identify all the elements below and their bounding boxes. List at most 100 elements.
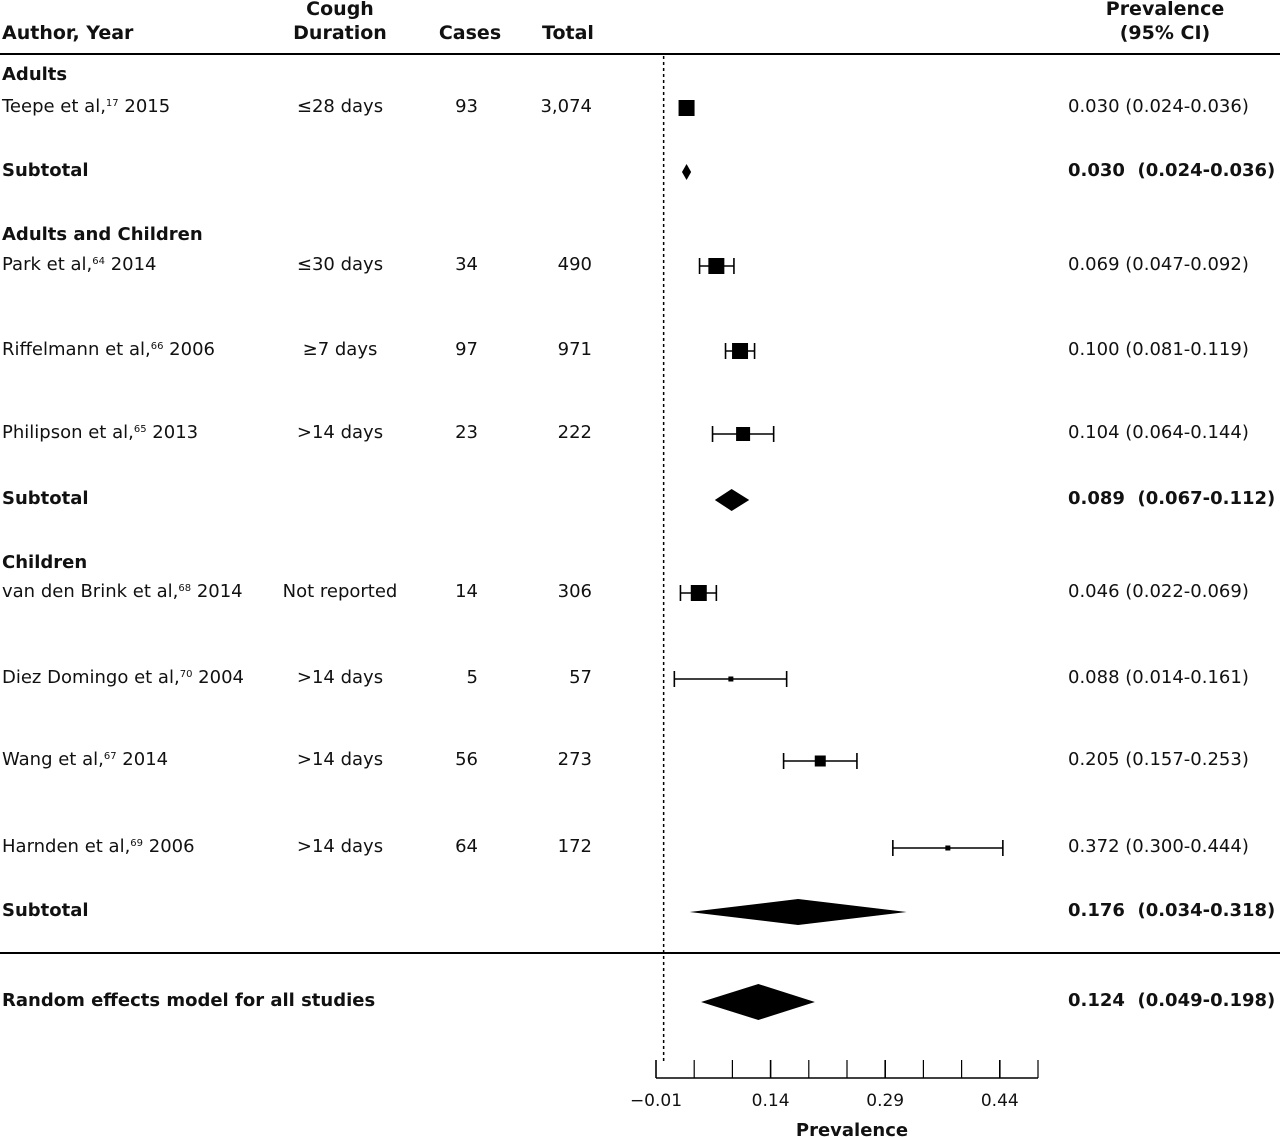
subtotal-diamond [681, 164, 692, 180]
study-ci-text: 0.088 (0.014-0.161) [1068, 667, 1249, 688]
study-author-name: Teepe et al, [2, 96, 106, 117]
study-total: 222 [557, 422, 592, 443]
study-duration: >14 days [296, 749, 384, 770]
study-cases: 34 [455, 254, 478, 275]
study-reference: 17 [105, 98, 119, 109]
study-reference: 65 [133, 424, 147, 435]
overall-label: Random effects model for all studies [2, 990, 376, 1011]
subtotal-ci-text: 0.030 (0.024-0.036) [1068, 160, 1276, 181]
study-cases: 23 [455, 422, 478, 443]
study-point [708, 258, 725, 274]
study-duration: ≥7 days [302, 339, 378, 360]
study-author-name: Philipson et al, [2, 422, 134, 443]
study-reference: 64 [92, 256, 105, 267]
header-total: Total [542, 22, 594, 44]
subtotal-label: Subtotal [2, 900, 89, 921]
study-cases: 14 [455, 581, 478, 602]
study-total: 971 [557, 339, 592, 360]
study-point [814, 755, 826, 767]
subtotal-diamond [714, 489, 750, 511]
study-reference: 70 [179, 669, 193, 680]
group-label: Children [2, 552, 88, 573]
study-author-name: Diez Domingo et al, [2, 667, 180, 688]
study-ci-text: 0.069 (0.047-0.092) [1068, 254, 1249, 275]
study-year: 2014 [116, 749, 169, 770]
study-ci-text: 0.046 (0.022-0.069) [1068, 581, 1249, 602]
study-duration: >14 days [296, 422, 384, 443]
x-tick-label: 0.14 [752, 1091, 790, 1111]
study-author-name: Riffelmann et al, [2, 339, 151, 360]
header-prevalence-line2: (95% CI) [1119, 22, 1211, 44]
study-total: 172 [557, 836, 592, 857]
study-ci-text: 0.104 (0.064-0.144) [1068, 422, 1249, 443]
study-total: 490 [557, 254, 592, 275]
study-duration: ≤28 days [296, 96, 384, 117]
subtotal-label: Subtotal [2, 488, 89, 509]
study-cases: 56 [455, 749, 478, 770]
overall-diamond [701, 984, 815, 1020]
study-point [690, 585, 707, 601]
study-point [732, 343, 749, 359]
study-total: 57 [569, 667, 592, 688]
study-duration: ≤30 days [296, 254, 384, 275]
study-year: 2013 [146, 422, 199, 443]
study-duration: >14 days [296, 836, 384, 857]
study-author: Park et al,64 2014 [2, 254, 157, 275]
study-year: 2006 [163, 339, 215, 360]
study-point [728, 676, 734, 682]
study-reference: 68 [178, 583, 192, 594]
header-rule [0, 53, 1280, 55]
study-duration: >14 days [296, 667, 384, 688]
subtotal-ci-text: 0.089 (0.067-0.112) [1068, 488, 1276, 509]
header-cough-duration-line2: Duration [293, 22, 387, 44]
study-author: Teepe et al,17 2015 [2, 96, 170, 117]
study-reference: 69 [130, 838, 144, 849]
study-author: Riffelmann et al,66 2006 [2, 339, 215, 360]
study-author: Diez Domingo et al,70 2004 [2, 667, 244, 688]
study-ci-text: 0.205 (0.157-0.253) [1068, 749, 1249, 770]
group-label: Adults and Children [2, 224, 203, 245]
subtotal-label: Subtotal [2, 160, 89, 181]
study-point [678, 100, 695, 116]
study-total: 306 [557, 581, 592, 602]
study-point [736, 427, 751, 441]
subtotal-ci-text: 0.176 (0.034-0.318) [1068, 900, 1276, 921]
header-prevalence-line1: Prevalence [1105, 0, 1225, 20]
study-reference: 66 [150, 341, 164, 352]
study-year: 2014 [104, 254, 157, 275]
x-axis-title: Prevalence [796, 1120, 908, 1137]
header-cough-duration-line1: Cough [306, 0, 374, 20]
study-total: 3,074 [540, 96, 592, 117]
subtotal-diamond [689, 899, 907, 925]
study-point [945, 845, 951, 851]
study-author-name: Wang et al, [2, 749, 104, 770]
study-year: 2006 [143, 836, 195, 857]
x-tick-label: 0.44 [981, 1091, 1019, 1111]
study-cases: 64 [455, 836, 478, 857]
study-year: 2015 [118, 96, 171, 117]
study-reference: 67 [103, 751, 117, 762]
study-duration: Not reported [282, 581, 398, 602]
study-author: Philipson et al,65 2013 [2, 422, 198, 443]
header-cases: Cases [438, 22, 502, 44]
study-author: Harnden et al,69 2006 [2, 836, 195, 857]
study-ci-text: 0.030 (0.024-0.036) [1068, 96, 1249, 117]
study-author: Wang et al,67 2014 [2, 749, 168, 770]
overall-ci-text: 0.124 (0.049-0.198) [1068, 990, 1276, 1011]
study-ci-text: 0.100 (0.081-0.119) [1068, 339, 1249, 360]
study-ci-text: 0.372 (0.300-0.444) [1068, 836, 1249, 857]
header-author-year: Author, Year [2, 22, 134, 44]
x-tick-label: −0.01 [630, 1091, 682, 1111]
study-year: 2014 [191, 581, 243, 602]
study-cases: 97 [455, 339, 478, 360]
study-year: 2004 [192, 667, 244, 688]
study-author-name: Harnden et al, [2, 836, 131, 857]
study-author-name: Park et al, [2, 254, 93, 275]
overall-rule [0, 952, 1280, 954]
x-tick-label: 0.29 [866, 1091, 904, 1111]
study-total: 273 [557, 749, 592, 770]
study-author: van den Brink et al,68 2014 [2, 581, 243, 602]
study-cases: 93 [455, 96, 478, 117]
study-cases: 5 [466, 667, 478, 688]
